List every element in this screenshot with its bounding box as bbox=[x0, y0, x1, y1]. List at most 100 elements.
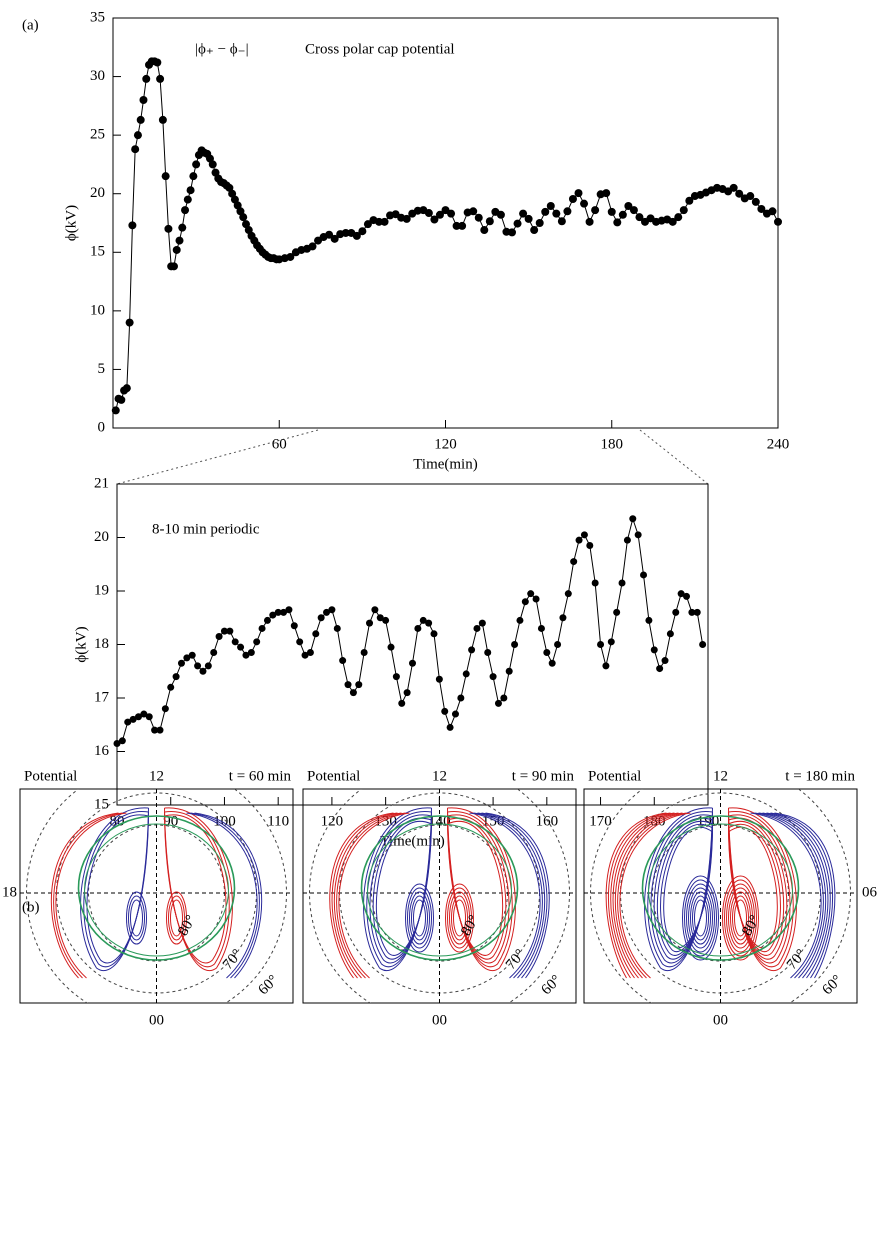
contour-red bbox=[164, 814, 227, 964]
contour-outer-red bbox=[607, 812, 671, 979]
data-point bbox=[167, 683, 175, 691]
data-point bbox=[139, 96, 148, 104]
zoom-line bbox=[116, 429, 319, 485]
data-point bbox=[496, 210, 505, 219]
data-point bbox=[548, 659, 556, 667]
bottom-label: 00 bbox=[149, 1012, 164, 1028]
data-point bbox=[537, 624, 545, 632]
data-point bbox=[452, 221, 461, 230]
data-point bbox=[597, 641, 605, 648]
contour-outer-blue bbox=[750, 812, 822, 979]
y-tick-label: 35 bbox=[90, 9, 105, 25]
data-point bbox=[117, 395, 126, 404]
data-point bbox=[666, 630, 674, 638]
contour-outer-blue bbox=[770, 812, 834, 979]
contour-inner-red bbox=[449, 891, 470, 945]
contour-inner-blue bbox=[692, 895, 709, 941]
data-point bbox=[382, 616, 390, 624]
data-point bbox=[226, 627, 234, 635]
data-point bbox=[485, 217, 494, 226]
data-point bbox=[751, 197, 760, 206]
panel-label: (b) bbox=[22, 899, 40, 915]
data-point bbox=[677, 590, 685, 598]
data-point bbox=[530, 226, 539, 235]
contour-inner-blue bbox=[688, 887, 713, 949]
data-point bbox=[125, 318, 134, 327]
contour-inner-red bbox=[730, 891, 751, 945]
data-point bbox=[366, 619, 374, 627]
data-point bbox=[199, 667, 207, 675]
contour-inner-red bbox=[447, 887, 472, 949]
data-point bbox=[552, 209, 561, 218]
data-point bbox=[134, 713, 142, 721]
data-point bbox=[591, 206, 600, 215]
data-point bbox=[524, 214, 533, 223]
data-point bbox=[688, 608, 696, 616]
data-point bbox=[451, 710, 459, 718]
data-point bbox=[398, 699, 406, 707]
contour-inner-blue bbox=[128, 895, 145, 941]
data-point bbox=[128, 221, 137, 230]
contour-inner-blue bbox=[411, 895, 428, 941]
contour-inner-red bbox=[728, 887, 753, 949]
x-tick-label: 170 bbox=[589, 813, 612, 829]
data-point bbox=[674, 213, 683, 222]
data-point bbox=[650, 646, 658, 654]
data-point bbox=[253, 638, 261, 646]
data-point bbox=[161, 172, 170, 181]
data-point bbox=[414, 624, 422, 632]
contour-outer-red bbox=[336, 812, 406, 979]
data-point bbox=[178, 223, 187, 232]
data-point bbox=[527, 590, 535, 598]
data-point bbox=[177, 659, 185, 667]
contour-inner-blue bbox=[690, 891, 711, 945]
data-point bbox=[269, 611, 277, 619]
latitude-label: 60° bbox=[819, 972, 845, 998]
contour-outer-blue bbox=[766, 812, 831, 979]
data-point bbox=[541, 207, 550, 216]
contour-outer-blue bbox=[477, 812, 546, 979]
data-point bbox=[290, 622, 298, 630]
data-point bbox=[409, 659, 416, 667]
top-label: 12 bbox=[713, 768, 728, 784]
data-point bbox=[474, 213, 483, 222]
data-point bbox=[668, 217, 677, 226]
annotation: Cross polar cap potential bbox=[305, 41, 455, 57]
data-point bbox=[286, 252, 295, 261]
panel-label: (a) bbox=[22, 17, 39, 33]
data-point bbox=[519, 209, 528, 218]
contour-outer-blue bbox=[473, 812, 543, 979]
data-point bbox=[186, 186, 195, 195]
data-point bbox=[306, 649, 314, 657]
contour-inner-blue bbox=[126, 891, 147, 945]
data-point bbox=[175, 236, 184, 245]
auroral-boundary bbox=[648, 823, 793, 957]
data-point bbox=[473, 624, 481, 632]
contour-inner-red bbox=[166, 891, 187, 945]
contour-blue bbox=[86, 814, 149, 964]
contour-outer-red bbox=[614, 812, 683, 979]
y-tick-label: 15 bbox=[94, 796, 109, 812]
bottom-label: 00 bbox=[432, 1012, 447, 1028]
y-tick-label: 21 bbox=[94, 475, 109, 491]
x-tick-label: 160 bbox=[536, 813, 559, 829]
data-point bbox=[231, 638, 239, 646]
data-point bbox=[546, 202, 555, 211]
time-label: t = 90 min bbox=[512, 768, 575, 784]
auroral-boundary bbox=[367, 823, 512, 957]
data-point bbox=[535, 219, 544, 227]
annotation: 8-10 min periodic bbox=[152, 521, 260, 537]
data-point bbox=[341, 228, 350, 237]
data-point bbox=[585, 217, 594, 226]
contour-inner-blue bbox=[130, 899, 143, 937]
data-point bbox=[285, 606, 293, 614]
data-point bbox=[441, 707, 449, 715]
contour-outer-blue bbox=[758, 812, 827, 979]
data-point bbox=[430, 215, 439, 224]
data-point bbox=[136, 115, 145, 124]
panel-title: Potential bbox=[307, 768, 360, 784]
y-tick-label: 10 bbox=[90, 302, 105, 318]
data-point bbox=[387, 643, 395, 651]
